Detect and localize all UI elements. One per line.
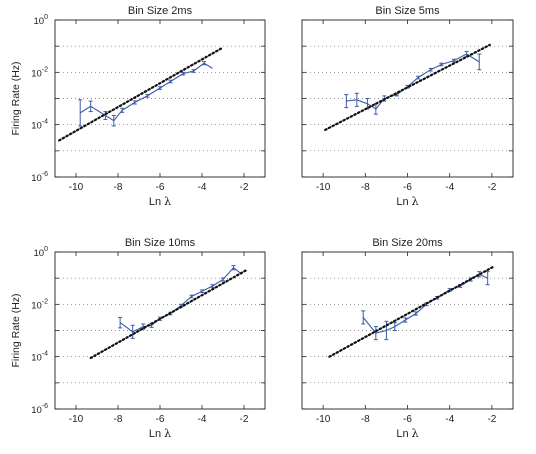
panel-title: Bin Size 5ms xyxy=(375,5,440,17)
y-tick-label: 10-2 xyxy=(31,66,48,79)
x-tick-label: -10 xyxy=(69,414,84,425)
x-tick-label: -2 xyxy=(240,414,249,425)
x-tick-label: -10 xyxy=(69,182,84,193)
panel-title: Bin Size 20ms xyxy=(372,237,443,249)
error-bar xyxy=(477,54,481,70)
y-tick-exponent: 0 xyxy=(44,246,48,253)
error-bar xyxy=(414,312,418,315)
y-tick-base: 10 xyxy=(31,405,42,416)
x-axis-label-text: Ln xyxy=(396,196,411,208)
error-bar xyxy=(200,290,204,293)
y-tick-exponent: -6 xyxy=(42,403,48,410)
error-bar xyxy=(416,76,420,79)
y-tick-label: 100 xyxy=(34,246,49,259)
y-tick-label: 10-6 xyxy=(31,403,48,416)
error-bar xyxy=(158,87,162,90)
error-bar xyxy=(221,278,225,281)
error-bar xyxy=(131,325,135,338)
error-bar xyxy=(145,95,149,98)
x-axis-label-symbol: λ xyxy=(412,427,419,440)
x-axis-label-text: Ln xyxy=(149,428,164,440)
x-axis-label-symbol: λ xyxy=(164,195,171,208)
y-tick-exponent: -4 xyxy=(42,351,48,358)
x-tick-label: -8 xyxy=(114,182,123,193)
y-tick-label: 10-2 xyxy=(31,298,48,311)
x-tick-label: -4 xyxy=(445,182,454,193)
chart-panel-2: -10 -8 -6 -4 -2 Bin Size 5ms Ln λ xyxy=(302,5,513,208)
plot-frame xyxy=(302,20,513,177)
x-tick-label: -4 xyxy=(445,414,454,425)
error-bar xyxy=(393,323,397,331)
x-tick-label: -2 xyxy=(240,182,249,193)
x-tick-label: -8 xyxy=(114,414,123,425)
x-tick-label: -8 xyxy=(361,182,370,193)
error-bar xyxy=(211,285,215,288)
y-tick-base: 10 xyxy=(31,353,42,364)
x-axis-label-symbol: λ xyxy=(412,195,419,208)
x-tick-label: -6 xyxy=(156,182,165,193)
y-tick-label: 10-4 xyxy=(31,351,48,364)
error-bar xyxy=(118,317,122,327)
y-axis-label: Firing Rate (Hz) xyxy=(10,293,22,367)
x-tick-label: -6 xyxy=(403,414,412,425)
y-tick-label: 100 xyxy=(34,14,49,27)
y-axis-label: Firing Rate (Hz) xyxy=(10,61,22,135)
x-axis-label: Ln λ xyxy=(396,195,418,208)
y-tick-exponent: -6 xyxy=(42,171,48,178)
error-bar xyxy=(190,295,194,298)
chart-panel-4: -10 -8 -6 -4 -2 Bin Size 20ms Ln λ xyxy=(302,237,513,440)
y-tick-base: 10 xyxy=(34,16,45,27)
x-tick-label: -10 xyxy=(316,414,331,425)
error-bar xyxy=(78,100,82,126)
data-line xyxy=(120,268,242,332)
x-tick-label: -6 xyxy=(403,182,412,193)
y-tick-exponent: 0 xyxy=(44,14,48,21)
error-bar xyxy=(429,68,433,71)
y-tick-base: 10 xyxy=(31,173,42,184)
fit-line xyxy=(59,48,223,141)
error-bar xyxy=(361,311,365,324)
error-bar xyxy=(89,101,93,111)
error-bar xyxy=(202,62,206,65)
y-tick-exponent: -2 xyxy=(42,66,48,73)
x-tick-label: -10 xyxy=(316,182,331,193)
x-axis-label: Ln λ xyxy=(149,427,171,440)
data-line xyxy=(346,54,479,109)
x-tick-label: -4 xyxy=(198,182,207,193)
x-axis-label-text: Ln xyxy=(149,196,164,208)
x-axis-label-symbol: λ xyxy=(164,427,171,440)
x-tick-label: -2 xyxy=(487,414,496,425)
y-tick-base: 10 xyxy=(31,121,42,132)
fit-line xyxy=(329,266,494,356)
x-tick-label: -6 xyxy=(156,414,165,425)
x-axis-label: Ln λ xyxy=(396,427,418,440)
y-tick-label: 10-4 xyxy=(31,119,48,132)
x-tick-label: -8 xyxy=(361,414,370,425)
error-bar xyxy=(169,80,173,83)
error-bar xyxy=(133,101,137,104)
y-tick-label: 10-6 xyxy=(31,171,48,184)
fit-line xyxy=(325,45,490,130)
x-tick-label: -4 xyxy=(198,414,207,425)
fit-line xyxy=(91,270,246,358)
x-axis-label-text: Ln xyxy=(396,428,411,440)
panel-title: Bin Size 2ms xyxy=(128,5,193,17)
y-tick-exponent: -4 xyxy=(42,119,48,126)
x-axis-label: Ln λ xyxy=(149,195,171,208)
y-tick-exponent: -2 xyxy=(42,298,48,305)
y-tick-base: 10 xyxy=(31,300,42,311)
y-tick-base: 10 xyxy=(31,68,42,79)
y-tick-base: 10 xyxy=(34,248,45,259)
panel-title: Bin Size 10ms xyxy=(125,237,196,249)
x-tick-label: -2 xyxy=(487,182,496,193)
